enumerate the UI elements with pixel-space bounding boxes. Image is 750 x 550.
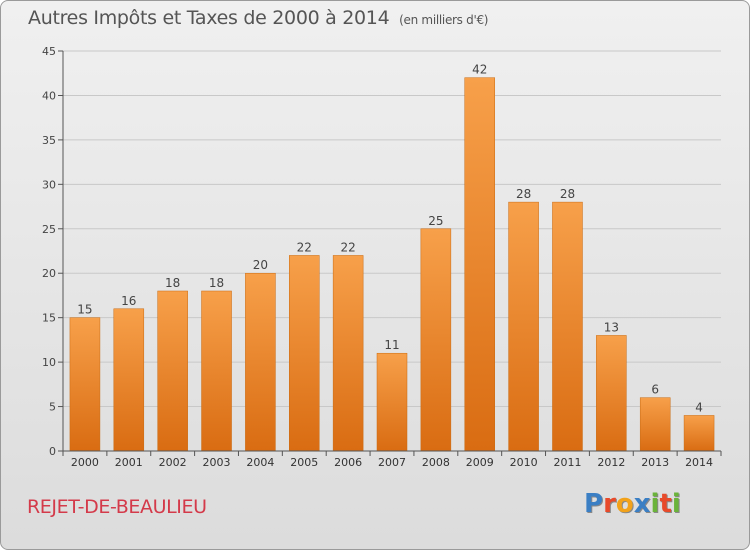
bar — [69, 317, 101, 452]
bar — [508, 201, 539, 452]
y-tick-label: 40 — [42, 89, 56, 102]
bar — [332, 255, 364, 452]
bar — [420, 228, 452, 452]
logo-letter: t — [659, 489, 672, 519]
logo-letter: r — [603, 489, 616, 519]
bar-value-label: 28 — [516, 187, 531, 201]
y-tick-label: 15 — [42, 312, 56, 325]
bar-value-label: 22 — [297, 240, 312, 254]
bar-value-label: 13 — [604, 320, 619, 334]
bar-value-label: 15 — [77, 303, 92, 317]
bar — [376, 352, 408, 452]
y-tick-label: 25 — [42, 223, 56, 236]
logo-letter: i — [650, 489, 660, 519]
x-tick-label: 2009 — [466, 456, 494, 469]
logo-letter: x — [633, 489, 651, 519]
bar — [683, 415, 715, 452]
x-tick-label: 2007 — [378, 456, 406, 469]
bar — [289, 255, 320, 452]
bar — [245, 272, 276, 452]
y-tick-label: 5 — [49, 401, 56, 414]
x-tick-label: 2011 — [553, 456, 581, 469]
bar-value-label: 11 — [384, 338, 399, 352]
logo-letter: i — [671, 489, 681, 519]
x-tick-label: 2000 — [71, 456, 99, 469]
chart-title-text: Autres Impôts et Taxes de 2000 à 2014 — [28, 7, 390, 29]
logo-letter: o — [615, 489, 634, 519]
bar-value-label: 22 — [340, 240, 355, 254]
bar-value-label: 6 — [651, 383, 659, 397]
bar-value-label: 42 — [472, 63, 487, 77]
x-tick-label: 2008 — [422, 456, 450, 469]
bars: 15 16 18 18 20 22 22 11 25 42 28 28 13 6 4 — [69, 63, 715, 452]
x-tick-label: 2013 — [641, 456, 669, 469]
bar-value-label: 20 — [253, 258, 268, 272]
chart-subtitle: (en milliers d'€) — [399, 13, 489, 27]
x-tick-label: 2003 — [203, 456, 231, 469]
y-tick-label: 45 — [42, 45, 56, 58]
x-tick-label: 2001 — [115, 456, 143, 469]
chart-title: Autres Impôts et Taxes de 2000 à 2014 (e… — [28, 7, 488, 29]
x-tick-label: 2005 — [290, 456, 318, 469]
bar — [464, 77, 495, 452]
x-axis: 2000 2001 2002 2003 2004 2005 2006 2007 2008 2009… — [62, 450, 722, 469]
bar — [552, 201, 583, 452]
proxiti-logo[interactable]: Proxiti — [584, 489, 681, 519]
y-tick-label: 20 — [42, 267, 56, 280]
bar-value-label: 18 — [209, 276, 224, 290]
x-tick-label: 2012 — [597, 456, 625, 469]
y-tick-label: 35 — [42, 134, 56, 147]
bar-value-label: 18 — [165, 276, 180, 290]
town-name: REJET-DE-BEAULIEU — [27, 496, 207, 518]
bar — [596, 335, 627, 452]
bar-value-label: 16 — [121, 294, 136, 308]
bar — [157, 290, 188, 452]
x-tick-label: 2010 — [510, 456, 538, 469]
x-tick-label: 2014 — [685, 456, 713, 469]
bar — [113, 308, 145, 452]
bar-value-label: 4 — [695, 400, 703, 414]
bar — [639, 397, 671, 452]
y-axis: 0 5 10 15 20 25 30 35 40 45 — [42, 45, 64, 458]
y-tick-label: 10 — [42, 356, 56, 369]
x-tick-label: 2006 — [334, 456, 362, 469]
bar-value-label: 28 — [560, 187, 575, 201]
y-tick-label: 0 — [49, 445, 56, 458]
bar — [201, 290, 232, 452]
x-tick-label: 2002 — [159, 456, 187, 469]
x-tick-label: 2004 — [246, 456, 274, 469]
y-tick-label: 30 — [42, 178, 56, 191]
logo-letter: P — [584, 489, 604, 519]
bar-value-label: 25 — [428, 214, 443, 228]
